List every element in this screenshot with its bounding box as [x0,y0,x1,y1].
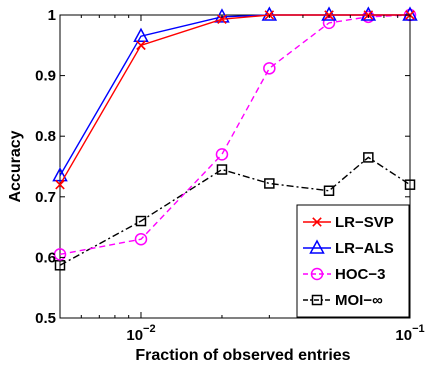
legend-label: LR−SVP [335,214,394,231]
data-point [263,62,276,75]
legend-label: LR−ALS [335,240,394,257]
data-point [217,14,227,25]
data-point [264,178,275,189]
data-point [363,152,374,163]
legend-entry: MOI−∞ [303,292,383,309]
y-tick-label: 0.7 [35,189,56,206]
x-tick-label: 10−2 [126,323,155,344]
data-point [136,40,146,51]
legend-marker [312,217,322,227]
y-tick-label: 0.9 [35,68,56,85]
data-point [52,167,68,182]
data-point [215,148,229,161]
data-point [321,6,337,21]
x-tick-label: 10−1 [395,323,424,344]
legend-entry: LR−SVP [303,214,394,231]
x-tick-exponent: −2 [143,323,156,335]
data-point [55,179,65,190]
y-axis-label: Accuracy [7,130,24,202]
legend-marker [309,239,325,254]
data-point [135,215,147,227]
series-3 [54,152,416,271]
plot-area [59,14,411,319]
x-tick-exponent: −1 [412,323,425,335]
y-tick-label: 0.8 [35,128,56,145]
data-point [323,185,335,196]
data-point [134,232,148,246]
x-axis-label: Fraction of observed entries [135,347,350,364]
series-0 [55,10,415,190]
data-point [133,27,149,42]
series-1 [52,6,418,182]
y-tick-label: 1 [48,7,56,24]
y-tick-label: 0.6 [35,249,56,266]
data-point [404,179,416,190]
legend-label: HOC−3 [335,266,385,283]
data-point [261,6,278,21]
legend-label: MOI−∞ [335,292,383,309]
plot-frame [59,14,411,319]
legend-marker [310,267,324,281]
legend-entry: HOC−3 [303,266,385,283]
legend-entry: LR−ALS [303,239,394,257]
data-point [54,260,66,271]
y-tick-label: 0.5 [35,310,56,327]
data-point [360,6,377,21]
x-tick-base: 10 [395,327,412,344]
legend: LR−SVP LR−ALS HOC−3 MOI−∞ [296,204,410,318]
x-tick-base: 10 [126,327,143,344]
data-point [53,248,67,261]
data-point [216,164,228,175]
legend-marker [311,294,323,306]
series-line [59,156,411,266]
series-line [59,14,410,186]
